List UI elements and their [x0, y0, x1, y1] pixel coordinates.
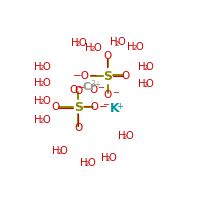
- Text: 2: 2: [143, 82, 147, 88]
- Text: H: H: [34, 62, 42, 72]
- Text: O: O: [109, 153, 116, 163]
- Text: O: O: [42, 115, 50, 125]
- Text: H: H: [138, 79, 146, 89]
- Text: O: O: [42, 78, 50, 88]
- Text: H: H: [110, 37, 117, 47]
- Text: S: S: [74, 101, 83, 114]
- Text: 2: 2: [143, 65, 147, 71]
- Text: H: H: [127, 42, 135, 52]
- Text: K: K: [110, 102, 120, 115]
- Text: O: O: [60, 146, 68, 156]
- Text: O: O: [146, 79, 154, 89]
- Text: 2: 2: [115, 41, 119, 47]
- Text: H: H: [80, 158, 88, 168]
- Text: O: O: [126, 131, 134, 141]
- Text: 2: 2: [39, 118, 44, 124]
- Text: Cr: Cr: [82, 82, 96, 92]
- Text: −O−: −O−: [83, 102, 108, 112]
- Text: O: O: [78, 38, 86, 48]
- Text: O: O: [51, 102, 59, 112]
- Text: S: S: [103, 70, 112, 83]
- Text: H: H: [118, 131, 126, 141]
- Text: O: O: [93, 43, 101, 53]
- Text: 2: 2: [85, 161, 89, 167]
- Text: −O−: −O−: [73, 71, 98, 81]
- Text: O: O: [69, 85, 77, 95]
- Text: O: O: [146, 62, 154, 72]
- Text: O: O: [88, 158, 96, 168]
- Text: O: O: [74, 86, 83, 96]
- Text: O: O: [42, 62, 50, 72]
- Text: 3+: 3+: [91, 80, 102, 89]
- Text: 2: 2: [57, 149, 61, 155]
- Text: H: H: [34, 96, 42, 106]
- Text: O: O: [104, 90, 112, 100]
- Text: H: H: [52, 146, 60, 156]
- Text: O: O: [104, 51, 112, 61]
- Text: O: O: [118, 37, 125, 47]
- Text: −: −: [77, 83, 84, 92]
- Text: 2: 2: [76, 41, 80, 47]
- Text: +: +: [116, 102, 123, 111]
- Text: 2: 2: [39, 99, 44, 105]
- Text: O: O: [121, 71, 130, 81]
- Text: 2: 2: [39, 81, 44, 87]
- Text: H: H: [34, 115, 42, 125]
- Text: 2: 2: [106, 156, 110, 162]
- Text: 2: 2: [132, 45, 137, 51]
- Text: O: O: [42, 96, 50, 106]
- Text: −: −: [102, 100, 110, 109]
- Text: O: O: [89, 85, 97, 95]
- Text: H: H: [71, 38, 78, 48]
- Text: H: H: [101, 153, 108, 163]
- Text: −: −: [98, 83, 105, 92]
- Text: 2: 2: [39, 65, 44, 71]
- Text: 2: 2: [123, 134, 127, 140]
- Text: H: H: [34, 78, 42, 88]
- Text: −: −: [113, 88, 120, 97]
- Text: O: O: [74, 123, 83, 133]
- Text: O: O: [135, 42, 143, 52]
- Text: H: H: [138, 62, 146, 72]
- Text: H: H: [85, 43, 93, 53]
- Text: 2: 2: [90, 46, 95, 52]
